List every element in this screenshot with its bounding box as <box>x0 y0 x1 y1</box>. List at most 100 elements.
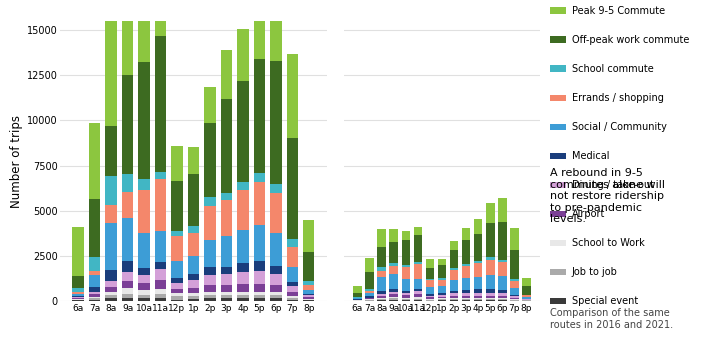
Bar <box>270 292 282 295</box>
Bar <box>378 277 386 292</box>
Bar <box>287 239 298 247</box>
Bar <box>523 299 531 300</box>
Bar <box>438 265 446 278</box>
Bar <box>378 298 386 299</box>
Bar <box>253 271 265 284</box>
Bar <box>402 295 410 298</box>
Bar <box>462 299 470 300</box>
Bar <box>486 298 494 299</box>
Bar <box>402 298 410 299</box>
Bar <box>187 299 200 301</box>
Bar <box>450 270 458 280</box>
Bar <box>426 300 434 301</box>
Bar <box>187 226 200 232</box>
Bar <box>72 294 84 296</box>
Bar <box>155 231 166 262</box>
Bar <box>390 299 398 300</box>
Bar <box>438 293 446 295</box>
Bar <box>510 228 518 250</box>
Bar <box>204 298 216 301</box>
Bar <box>138 190 150 233</box>
Bar <box>378 271 386 277</box>
Bar <box>378 229 386 247</box>
Bar <box>378 292 386 294</box>
Bar <box>366 296 373 298</box>
Bar <box>221 267 232 274</box>
Text: Off-peak work commute: Off-peak work commute <box>572 35 689 44</box>
Text: Special event: Special event <box>572 296 638 306</box>
Bar <box>89 298 100 300</box>
Bar <box>270 193 282 233</box>
Bar <box>138 233 150 268</box>
Bar <box>402 299 410 300</box>
Bar <box>450 293 458 296</box>
Bar <box>303 281 315 285</box>
Bar <box>426 259 434 268</box>
Bar <box>438 278 446 280</box>
Bar <box>155 172 166 179</box>
Bar <box>221 274 232 285</box>
Bar <box>498 299 506 300</box>
Bar <box>237 295 248 298</box>
Bar <box>303 298 315 299</box>
Bar <box>414 227 422 235</box>
Bar <box>138 20 150 62</box>
Bar <box>287 267 298 282</box>
Bar <box>138 179 150 190</box>
Bar <box>122 174 133 193</box>
Bar <box>138 268 150 275</box>
Bar <box>486 223 494 258</box>
Bar <box>155 298 166 301</box>
Bar <box>72 299 84 300</box>
Bar <box>303 299 315 300</box>
Bar <box>187 147 200 174</box>
Bar <box>105 292 117 295</box>
Text: Medical: Medical <box>572 151 609 161</box>
Bar <box>474 298 482 299</box>
Bar <box>354 293 361 297</box>
Bar <box>105 176 117 205</box>
Bar <box>474 299 482 300</box>
Bar <box>462 298 470 299</box>
Bar <box>498 298 506 299</box>
Bar <box>523 295 531 297</box>
Bar <box>221 236 232 267</box>
Bar <box>122 261 133 272</box>
Bar <box>204 267 216 275</box>
Bar <box>270 233 282 266</box>
Bar <box>474 263 482 277</box>
Bar <box>237 182 248 190</box>
Bar <box>390 288 398 292</box>
Bar <box>486 258 494 260</box>
Bar <box>510 295 518 296</box>
Bar <box>303 300 315 301</box>
Bar <box>171 282 182 289</box>
Bar <box>450 268 458 270</box>
Bar <box>354 298 361 299</box>
Bar <box>366 299 373 300</box>
Text: Airport: Airport <box>572 209 605 219</box>
Bar <box>438 300 446 301</box>
Bar <box>187 256 200 274</box>
Bar <box>105 21 117 126</box>
Bar <box>510 281 518 288</box>
Bar <box>450 241 458 250</box>
Bar <box>122 294 133 298</box>
Bar <box>89 294 100 297</box>
Text: School commute: School commute <box>572 64 653 74</box>
Bar <box>462 264 470 266</box>
Bar <box>89 297 100 298</box>
Bar <box>450 291 458 293</box>
Bar <box>287 292 298 296</box>
Bar <box>402 231 410 240</box>
Bar <box>378 247 386 267</box>
Bar <box>270 184 282 193</box>
Bar <box>378 267 386 271</box>
Bar <box>253 59 265 173</box>
Bar <box>122 288 133 294</box>
Bar <box>510 279 518 281</box>
Bar <box>486 296 494 298</box>
Bar <box>510 299 518 300</box>
Bar <box>510 298 518 299</box>
Bar <box>89 123 100 199</box>
